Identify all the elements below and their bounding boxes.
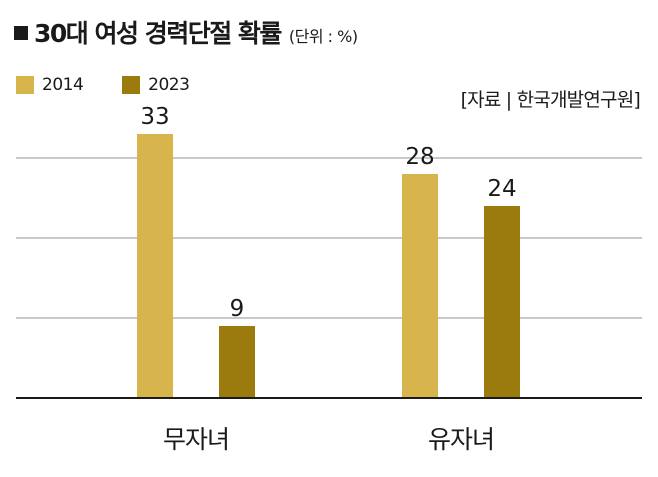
data-label: 24: [487, 176, 516, 202]
legend-label-2023: 2023: [148, 75, 190, 95]
bar-2023-1: [484, 206, 520, 398]
legend-swatch-2023: [122, 76, 141, 94]
title-square-icon: [14, 26, 28, 40]
bar-2014-0: [137, 134, 173, 398]
legend-item-2023: 2023: [122, 75, 190, 95]
bar-2014-1: [402, 174, 438, 398]
unit-label: (단위 : %): [288, 27, 358, 46]
legend-label-2014: 2014: [42, 75, 84, 95]
bar-2023-0: [219, 326, 255, 398]
title-row: 30대 여성 경력단절 확률 (단위 : %): [14, 14, 358, 50]
chart-title: 30대 여성 경력단절 확률: [34, 19, 282, 48]
category-label: 유자녀: [428, 425, 494, 454]
data-label: 28: [405, 144, 434, 170]
legend-item-2014: 2014: [16, 75, 84, 95]
data-label: 33: [140, 104, 169, 130]
legend: 2014 2023: [16, 75, 223, 99]
source-note: [자료 | 한국개발연구원]: [460, 89, 641, 111]
category-label: 무자녀: [163, 425, 229, 454]
legend-swatch-2014: [16, 76, 34, 94]
data-label: 9: [230, 296, 245, 322]
